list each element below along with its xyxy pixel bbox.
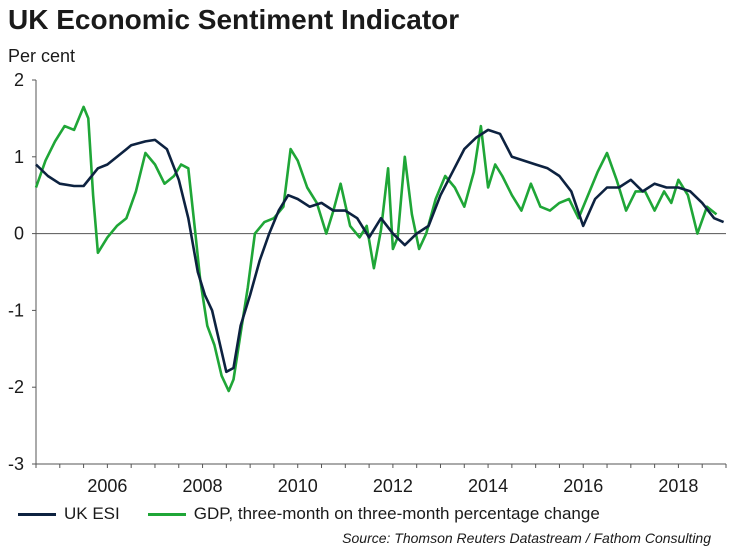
- source-note: Source: Thomson Reuters Datastream / Fat…: [342, 530, 711, 546]
- y-tick-label: 0: [14, 224, 24, 244]
- y-tick-label: 2: [14, 70, 24, 90]
- legend-item-esi: UK ESI: [18, 504, 120, 524]
- y-axis-label: Per cent: [8, 46, 76, 66]
- x-tick-label: 2006: [87, 476, 127, 496]
- x-tick-label: 2014: [468, 476, 508, 496]
- series-esi-line: [35, 128, 725, 374]
- legend-swatch-gdp: [147, 512, 186, 516]
- y-tick-label: -3: [8, 454, 24, 474]
- y-tick-label: -1: [8, 300, 24, 320]
- y-tick-label: 1: [14, 147, 24, 167]
- legend-label-gdp: GDP, three-month on three-month percenta…: [193, 504, 600, 523]
- legend-item-gdp: GDP, three-month on three-month percenta…: [147, 504, 600, 524]
- y-tick-label: -2: [8, 377, 24, 397]
- legend: UK ESI GDP, three-month on three-month p…: [18, 504, 628, 524]
- chart-title: UK Economic Sentiment Indicator: [8, 4, 460, 35]
- x-tick-label: 2012: [373, 476, 413, 496]
- x-tick-label: 2008: [183, 476, 223, 496]
- legend-label-esi: UK ESI: [64, 504, 120, 523]
- x-tick-label: 2018: [658, 476, 698, 496]
- x-tick-label: 2010: [278, 476, 318, 496]
- line-chart: 2 1 0 -1 -2 -3 2006 2008 2010 2012 2014 2016 2018: [8, 70, 727, 496]
- series-gdp-line: [34, 105, 718, 393]
- x-tick-label: 2016: [563, 476, 603, 496]
- legend-swatch-esi: [18, 512, 56, 516]
